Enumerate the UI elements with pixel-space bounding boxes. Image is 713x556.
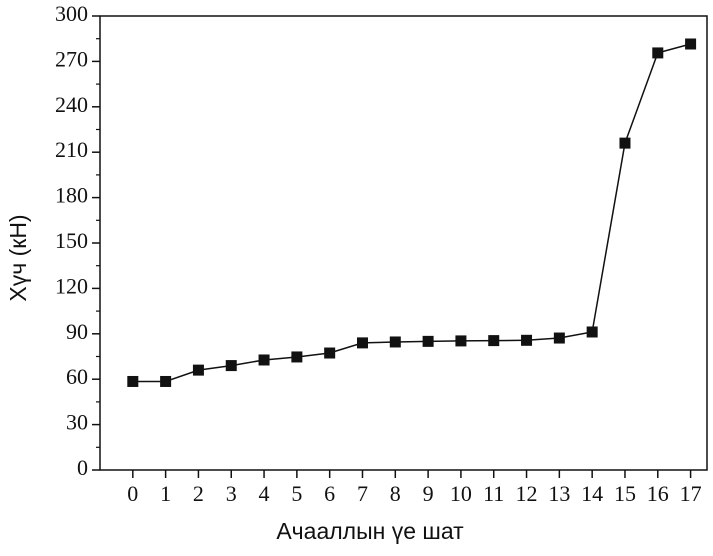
x-tick-label: 13 <box>548 481 570 506</box>
y-tick-label: 0 <box>77 455 88 480</box>
data-point <box>455 335 467 347</box>
y-tick-label: 30 <box>66 410 88 435</box>
x-tick-label: 6 <box>324 481 335 506</box>
data-point <box>619 137 631 149</box>
data-point <box>192 364 204 376</box>
x-tick-label: 14 <box>581 481 603 506</box>
y-tick-label: 180 <box>55 183 88 208</box>
data-point <box>521 334 533 346</box>
data-point <box>127 375 139 387</box>
x-tick-label: 1 <box>160 481 171 506</box>
data-point <box>389 336 401 348</box>
y-tick-label: 210 <box>55 137 88 162</box>
x-tick-label: 7 <box>357 481 368 506</box>
x-tick-label: 11 <box>483 481 504 506</box>
y-tick-label: 150 <box>55 228 88 253</box>
data-point <box>652 47 664 59</box>
x-axis-title: Ачааллын үе шат <box>276 518 464 544</box>
y-axis-title: Хүч (кН) <box>5 214 31 301</box>
x-tick-label: 9 <box>423 481 434 506</box>
x-tick-label: 8 <box>390 481 401 506</box>
x-tick-label: 4 <box>259 481 270 506</box>
x-tick-label: 17 <box>680 481 702 506</box>
data-point <box>225 360 237 372</box>
data-point <box>422 335 434 347</box>
x-tick-label: 3 <box>226 481 237 506</box>
x-tick-label: 5 <box>291 481 302 506</box>
data-point <box>291 351 303 363</box>
data-point <box>324 347 336 359</box>
data-point <box>488 335 500 347</box>
y-tick-label: 60 <box>66 364 88 389</box>
data-point <box>160 375 172 387</box>
data-point <box>586 326 598 338</box>
y-tick-label: 120 <box>55 273 88 298</box>
plot-frame <box>99 15 708 471</box>
y-tick-label: 240 <box>55 92 88 117</box>
x-tick-label: 2 <box>193 481 204 506</box>
y-tick-label: 270 <box>55 46 88 71</box>
x-tick-label: 0 <box>127 481 138 506</box>
y-tick-label: 300 <box>55 1 88 26</box>
x-tick-label: 15 <box>614 481 636 506</box>
data-point <box>356 337 368 349</box>
x-tick-label: 10 <box>450 481 472 506</box>
data-point <box>258 354 270 366</box>
x-tick-label: 16 <box>647 481 669 506</box>
data-point <box>685 38 697 50</box>
data-line <box>132 43 691 383</box>
x-tick-label: 12 <box>516 481 538 506</box>
data-point <box>553 332 565 344</box>
y-tick-label: 90 <box>66 319 88 344</box>
